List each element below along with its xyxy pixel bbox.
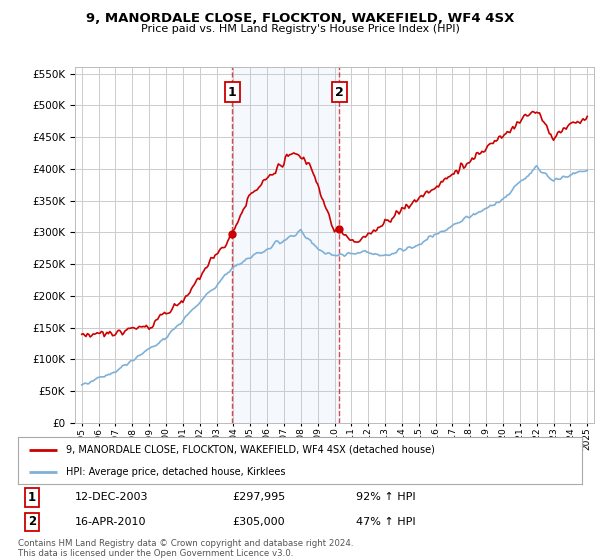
Text: 92% ↑ HPI: 92% ↑ HPI	[356, 492, 416, 502]
Text: £305,000: £305,000	[232, 517, 285, 527]
Text: 1: 1	[227, 86, 236, 99]
Text: 2: 2	[28, 516, 36, 529]
Text: Contains HM Land Registry data © Crown copyright and database right 2024.
This d: Contains HM Land Registry data © Crown c…	[18, 539, 353, 558]
Text: 12-DEC-2003: 12-DEC-2003	[74, 492, 148, 502]
Text: HPI: Average price, detached house, Kirklees: HPI: Average price, detached house, Kirk…	[66, 466, 286, 477]
Text: 16-APR-2010: 16-APR-2010	[74, 517, 146, 527]
Text: 9, MANORDALE CLOSE, FLOCKTON, WAKEFIELD, WF4 4SX: 9, MANORDALE CLOSE, FLOCKTON, WAKEFIELD,…	[86, 12, 514, 25]
Text: £297,995: £297,995	[232, 492, 286, 502]
Text: 2: 2	[335, 86, 344, 99]
Text: Price paid vs. HM Land Registry's House Price Index (HPI): Price paid vs. HM Land Registry's House …	[140, 24, 460, 34]
Bar	[232, 67, 340, 423]
Text: 1: 1	[28, 491, 36, 504]
Text: 47% ↑ HPI: 47% ↑ HPI	[356, 517, 416, 527]
Text: 9, MANORDALE CLOSE, FLOCKTON, WAKEFIELD, WF4 4SX (detached house): 9, MANORDALE CLOSE, FLOCKTON, WAKEFIELD,…	[66, 445, 435, 455]
